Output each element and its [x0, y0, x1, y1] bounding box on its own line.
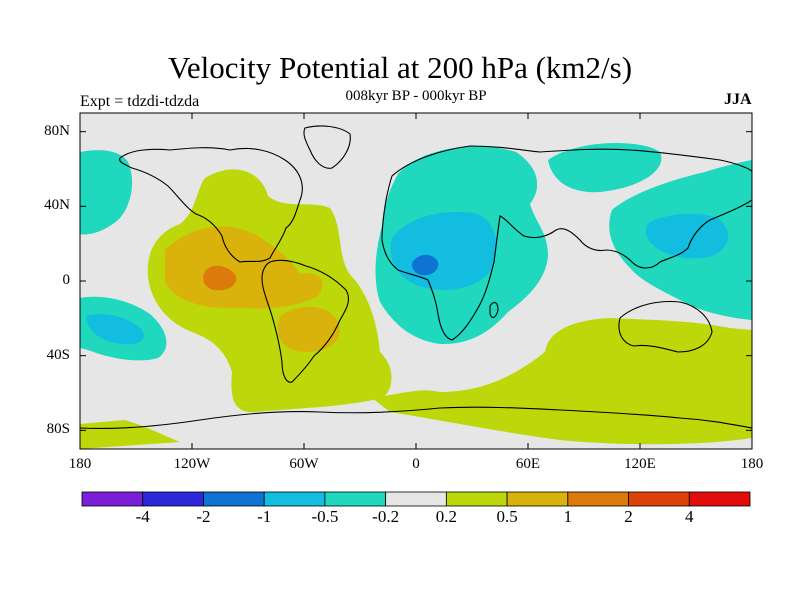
- chart-subtitle: 008kyr BP - 000kyr BP: [345, 88, 487, 104]
- negative-region-siberia: [548, 142, 662, 193]
- lon-tick-label: 0: [412, 456, 420, 472]
- season-label: JJA: [724, 91, 752, 108]
- positive-core-south-america: [277, 306, 340, 352]
- positive-region-southwest-pacific: [706, 357, 752, 414]
- positive-core-east-pacific: [165, 226, 323, 309]
- positive-max-east-pacific: [203, 265, 237, 291]
- coastlines: [80, 125, 752, 430]
- contour-fields: [80, 113, 752, 449]
- colorbar-swatch: [142, 491, 204, 507]
- eurasia-africa-coast: [381, 145, 752, 341]
- colorbar-label: -1: [257, 507, 272, 526]
- colorbar-swatch: [506, 491, 569, 507]
- colorbar-label: -0.5: [311, 507, 339, 526]
- negative-region-north-pacific: [80, 150, 133, 235]
- colorbar-label: 0.5: [496, 507, 518, 526]
- colorbar: [81, 491, 751, 507]
- greenland-coast: [303, 125, 351, 169]
- colorbar-label: 1: [563, 507, 573, 526]
- positive-region-antarctic-west: [80, 420, 180, 449]
- lon-tick-label: 180: [68, 456, 92, 472]
- lat-tick-label: 0: [62, 272, 71, 288]
- colorbar-label: 0.2: [435, 507, 457, 526]
- lon-tick-label: 120W: [173, 456, 211, 472]
- lat-tick-label: 80S: [46, 421, 70, 438]
- colorbar-swatch: [81, 491, 144, 507]
- colorbar-label: -0.2: [372, 507, 400, 526]
- colorbar-label: 2: [624, 507, 633, 526]
- colorbar-swatch: [203, 491, 265, 507]
- negative-max-africa: [411, 254, 439, 276]
- negative-core-west-pacific: [645, 213, 729, 259]
- colorbar-swatch: [385, 491, 447, 507]
- lat-tick-label: 40S: [46, 346, 70, 363]
- colorbar-swatch: [688, 491, 751, 507]
- lon-tick-label: 60W: [289, 456, 319, 472]
- south-america-coast: [261, 259, 349, 383]
- lon-tick-label: 180: [740, 456, 764, 472]
- colorbar-swatch: [445, 491, 508, 507]
- colorbar-swatch: [263, 491, 326, 507]
- axis-ticks: [79, 113, 753, 449]
- colorbar-label: -4: [135, 507, 150, 526]
- positive-region-southern-ocean: [372, 318, 752, 445]
- experiment-label: Expt = tdzdi-tdzda: [80, 93, 200, 110]
- colorbar-swatch: [567, 491, 629, 507]
- australia-coast: [618, 301, 713, 353]
- antarctica-coast: [80, 406, 752, 430]
- lon-tick-label: 60E: [515, 456, 541, 472]
- lon-tick-label: 120E: [624, 456, 656, 472]
- chart-title: Velocity Potential at 200 hPa (km2/s): [167, 50, 633, 85]
- north-america-coast: [119, 147, 303, 263]
- madagascar-coast: [489, 301, 499, 319]
- lat-tick-label: 40N: [44, 197, 70, 214]
- negative-core-south-pacific: [86, 313, 144, 345]
- lat-tick-label: 80N: [44, 122, 70, 139]
- colorbar-label: -2: [196, 507, 211, 526]
- colorbar-label: 4: [685, 507, 694, 526]
- colorbar-swatch: [324, 491, 387, 507]
- colorbar-swatch: [628, 491, 690, 507]
